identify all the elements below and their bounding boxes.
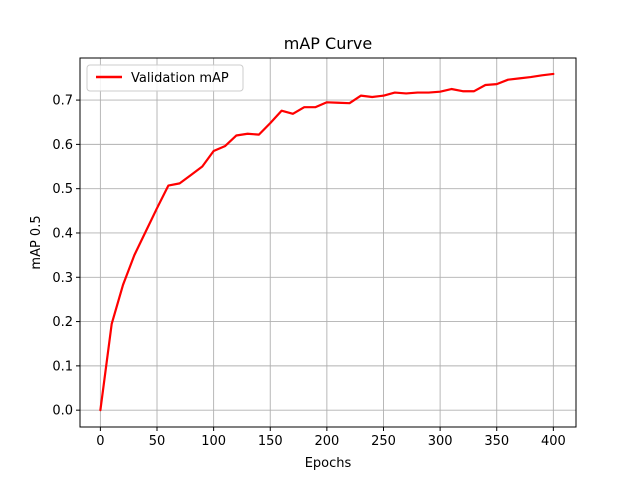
y-tick-label: 0.6 — [52, 138, 73, 153]
chart-title: mAP Curve — [284, 34, 372, 53]
series-layer — [99, 72, 555, 412]
grid — [80, 58, 576, 427]
x-tick-label: 400 — [541, 434, 566, 449]
y-axis: 0.0 0.1 0.2 0.3 0.4 0.5 0.6 0.7 — [52, 94, 80, 419]
x-tick-label: 350 — [484, 434, 509, 449]
x-tick-label: 0 — [96, 434, 104, 449]
series-line-validation-map — [99, 72, 555, 412]
x-tick-label: 100 — [201, 434, 226, 449]
y-tick-label: 0.0 — [52, 404, 73, 419]
x-tick-label: 150 — [258, 434, 283, 449]
plot-frame — [79, 57, 577, 428]
x-tick-label: 200 — [314, 434, 339, 449]
x-axis: 0 50 100 150 200 250 300 350 400 — [96, 427, 566, 449]
y-tick-label: 0.3 — [52, 271, 73, 286]
y-tick-label: 0.5 — [52, 182, 73, 197]
x-tick-label: 300 — [428, 434, 453, 449]
legend: Validation mAP — [86, 64, 244, 92]
y-tick-label: 0.2 — [52, 315, 73, 330]
x-axis-label: Epochs — [305, 456, 352, 471]
y-tick-label: 0.1 — [52, 359, 73, 374]
legend-box — [86, 64, 244, 92]
x-tick-label: 50 — [149, 434, 166, 449]
y-tick-label: 0.4 — [52, 226, 73, 241]
y-tick-label: 0.7 — [52, 94, 73, 109]
x-tick-label: 250 — [371, 434, 396, 449]
y-axis-label: mAP 0.5 — [29, 215, 44, 269]
legend-label-validation-map: Validation mAP — [131, 71, 229, 86]
